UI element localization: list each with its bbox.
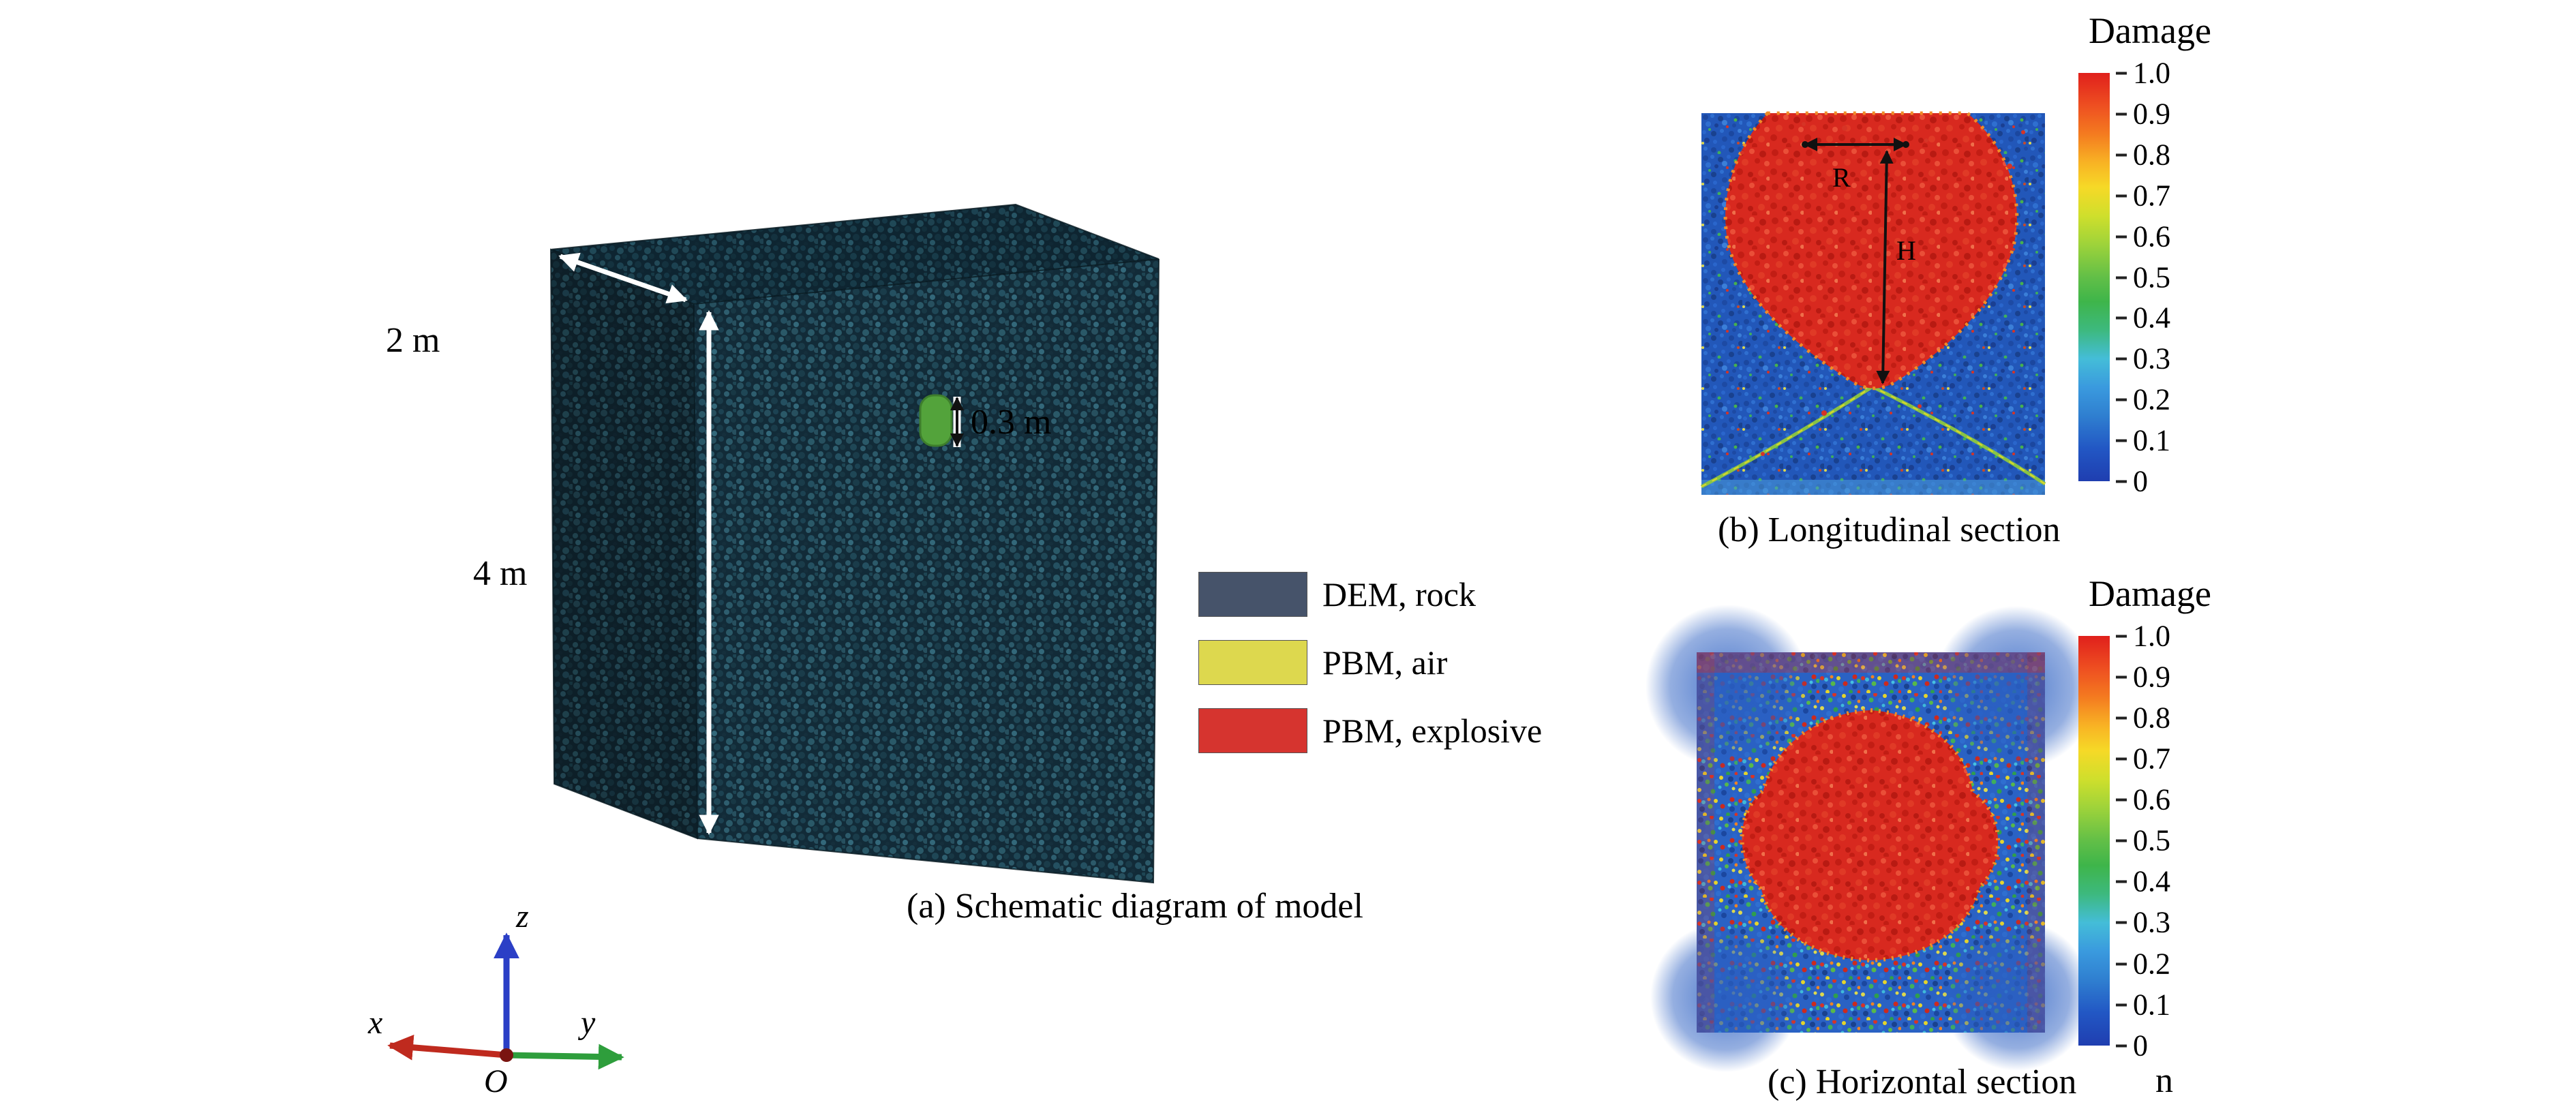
model-legend: DEM, rock PBM, air PBM, explosive [1198,571,1542,776]
colorbar-tick: 0.7 [2116,742,2170,776]
colorbar-tick: 0.6 [2116,219,2170,254]
height-dimension-label: 4 m [473,554,528,593]
corner-blue-tl [1646,605,1809,768]
colorbar-tick: 1.0 [2116,56,2170,91]
y-axis-arrow [506,1044,624,1070]
colorbar-tick: 0.1 [2116,988,2170,1022]
horizontal-section-plot [1646,605,2097,1072]
rock-block-left-face [551,249,697,838]
radius-arrow-dot-left [1802,141,1808,148]
colorbar-tick: 0.1 [2116,423,2170,458]
red-speckles-longitudinal [1740,122,2025,456]
damage-zone-horizontal [1740,707,2001,963]
colorbar-tick: 0.2 [2116,382,2170,417]
legend-row-explosive: PBM, explosive [1198,707,1542,754]
crack-line-left [1700,385,1873,489]
explosive-color-swatch [1198,708,1307,753]
longitudinal-bottom-band [1701,480,2045,495]
height-annotation-label: H [1896,235,1916,266]
panel-c-caption: (c) Horizontal section [1768,1063,2077,1101]
depth-dimension-label: 2 m [386,321,440,360]
rock-block-top-face-shade [551,204,1159,304]
colorbar-tick: 0.9 [2116,97,2170,132]
radius-annotation-label: R [1832,162,1851,193]
colorbar-tick: 0.7 [2116,179,2170,213]
right-edge-speckle [2027,652,2045,1033]
colorbar-tick: 0.2 [2116,947,2170,981]
colorbar-tick: 0 [2116,1029,2148,1063]
colorbar-tick: 0 [2116,464,2148,499]
axes-origin-dot [500,1048,513,1062]
y-axis-label: y [577,1005,596,1041]
colorbar-tick: 0.4 [2116,301,2170,335]
air-color-swatch [1198,640,1307,685]
crack-line-right [1872,385,2046,486]
top-edge-speckle [1697,652,2045,673]
rock-block-edges-front [697,258,1160,884]
origin-label: O [484,1063,508,1099]
corner-blue-tr [1934,606,2097,770]
longitudinal-section-plot: R H [1700,111,2046,495]
colorbar-tick: 0.8 [2116,138,2170,172]
panel-a-caption: (a) Schematic diagram of model [907,887,1363,926]
colorbar-tick: 0.3 [2116,905,2170,940]
coordinate-axes: x y z O [367,898,624,1099]
rock-block-model [549,203,1160,884]
damage-colorbar-c-title: Damage [2089,573,2211,614]
damage-zone-longitudinal [1723,111,2019,391]
damage-colorbar-c [2078,636,2110,1046]
colorbar-tick: 0.5 [2116,260,2170,295]
x-axis-arrow [387,1034,507,1061]
corner-blue-br [1942,921,2092,1071]
rock-color-swatch [1198,572,1307,617]
charge-marker [919,394,953,447]
colorbar-tick: 0.6 [2116,782,2170,817]
colorbar-tick: 0.8 [2116,701,2170,735]
radius-arrow-dot-right [1903,141,1909,148]
colorbar-tick: 1.0 [2116,619,2170,654]
colorbar-tick: 0.9 [2116,660,2170,695]
legend-row-rock: DEM, rock [1198,571,1542,618]
depth-dimension-arrow [558,252,688,304]
stray-character: n [2155,1061,2173,1100]
colorbar-tick: 0.3 [2116,341,2170,376]
colorbar-tick: 0.5 [2116,823,2170,858]
damage-colorbar-b-title: Damage [2089,10,2211,51]
rock-block-top-face [551,204,1159,304]
legend-row-air: PBM, air [1198,639,1542,686]
charge-dimension-label: 0.3 m [971,403,1052,442]
explosive-legend-label: PBM, explosive [1322,712,1543,750]
rock-legend-label: DEM, rock [1322,575,1476,613]
x-axis-label: x [367,1005,382,1041]
panel-b-caption: (b) Longitudinal section [1718,511,2061,549]
corner-blue-bl [1650,922,1800,1072]
rock-block-front-face [694,259,1159,883]
rock-block-left-face-shade [551,249,697,838]
colorbar-tick: 0.4 [2116,864,2170,899]
height-annotation-arrow [1876,150,1894,384]
damage-colorbar-b [2078,73,2110,481]
air-legend-label: PBM, air [1322,643,1448,682]
z-axis-label: z [515,898,529,934]
left-edge-speckle [1697,652,1714,1033]
